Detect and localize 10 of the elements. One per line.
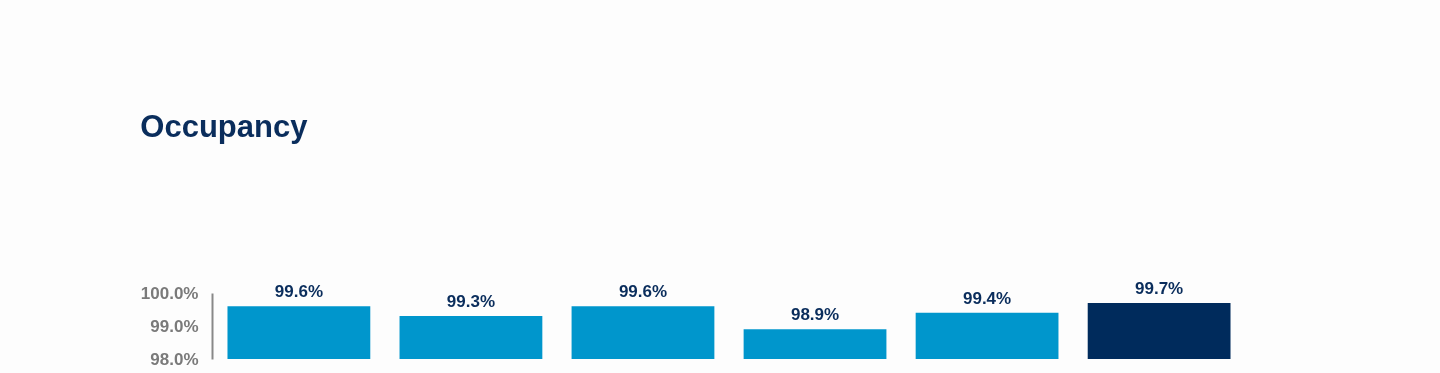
y-tick-label: 99.0% [150, 316, 199, 336]
chart-title: Occupancy [140, 108, 309, 144]
data-label: 99.7% [1135, 278, 1184, 298]
data-label: 99.3% [446, 292, 496, 312]
y-tick-label: 98.0% [150, 349, 199, 369]
data-label: 99.4% [962, 288, 1012, 308]
data-label: 98.9% [790, 305, 840, 325]
data-label: 99.6% [274, 282, 323, 302]
y-tick-label: 100.0% [140, 283, 199, 303]
data-label: 99.6% [618, 282, 668, 302]
